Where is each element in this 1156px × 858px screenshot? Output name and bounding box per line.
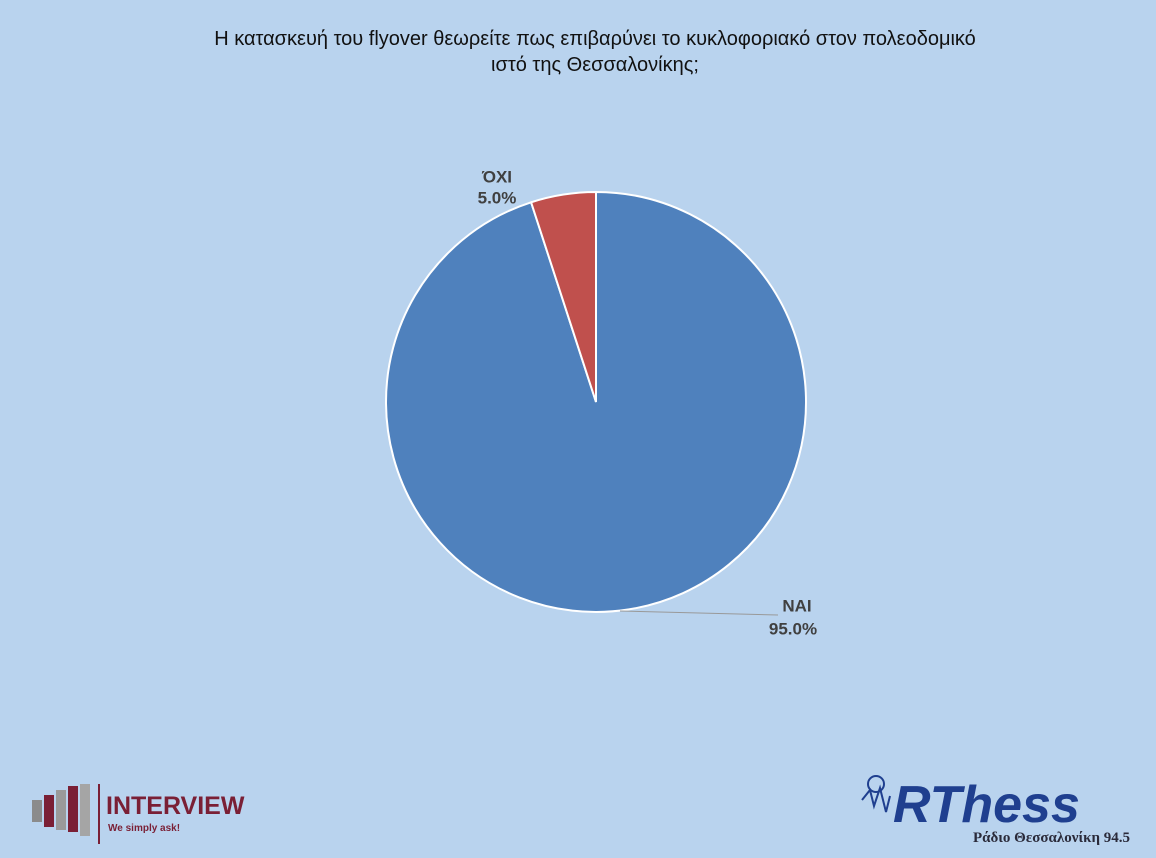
data-label-name: ΝΑΙ [782, 596, 811, 615]
logo-text: INTERVIEW [106, 792, 245, 820]
interview-logo: INTERVIEW We simply ask! [32, 784, 245, 844]
logo-icon [861, 784, 891, 813]
data-label-value: 5.0% [478, 188, 517, 207]
logo-slogan: We simply ask! [108, 823, 180, 834]
logo-subtitle: Ράδιο Θεσσαλονίκη 94.5 [973, 830, 1130, 846]
logo-text: RThess [893, 776, 1080, 834]
logo-bar [68, 786, 78, 832]
radio-logo: RThess Ράδιο Θεσσαλονίκη 94.5 [861, 775, 1130, 846]
chart-title: Η κατασκευή του flyover θεωρείτε πως επι… [214, 28, 976, 76]
logo-bar [80, 784, 90, 836]
leader-line [619, 610, 779, 616]
logo-icon [867, 775, 885, 793]
logo-bar [32, 800, 42, 822]
data-label-value: 95.0% [769, 619, 817, 638]
logo-bar [56, 790, 66, 830]
pie-slice [529, 190, 597, 403]
data-label-name: ΌΧΙ [481, 167, 512, 186]
logo-bar [44, 795, 54, 827]
